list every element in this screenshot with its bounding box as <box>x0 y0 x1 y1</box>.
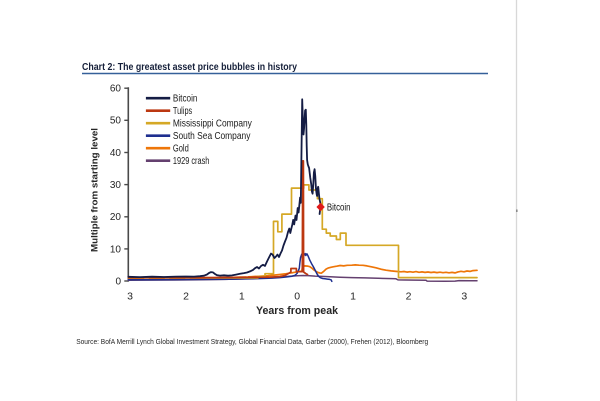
svg-text:3: 3 <box>461 291 467 303</box>
svg-text:40: 40 <box>110 148 122 159</box>
svg-text:50: 50 <box>110 116 122 127</box>
svg-text:20: 20 <box>110 212 122 223</box>
svg-text:Chart 2: The greatest asset pr: Chart 2: The greatest asset price bubble… <box>82 62 297 73</box>
svg-text:2: 2 <box>183 291 189 303</box>
svg-text:2: 2 <box>406 291 412 303</box>
svg-text:Mississippi Company: Mississippi Company <box>173 119 252 130</box>
svg-text:1: 1 <box>239 291 245 303</box>
svg-text:Years from peak: Years from peak <box>256 305 339 317</box>
svg-text:South Sea Company: South Sea Company <box>173 131 251 142</box>
svg-text:10: 10 <box>110 244 122 255</box>
svg-text:Multiple from starting level: Multiple from starting level <box>89 128 100 252</box>
svg-text:60: 60 <box>110 84 122 95</box>
svg-text:3: 3 <box>127 291 133 303</box>
svg-text:0: 0 <box>115 276 121 287</box>
svg-text:1929 crash: 1929 crash <box>173 156 210 167</box>
svg-text:Gold: Gold <box>173 144 189 155</box>
svg-text:Bitcoin: Bitcoin <box>327 202 351 213</box>
svg-text:1: 1 <box>350 291 356 303</box>
svg-text:0: 0 <box>294 291 300 303</box>
svg-text:Tulips: Tulips <box>173 106 192 117</box>
svg-text:Bitcoin: Bitcoin <box>173 94 198 105</box>
svg-text:30: 30 <box>110 180 122 191</box>
svg-text:Source: BofA Merrill Lynch Gl: Source: BofA Merrill Lynch Global Invest… <box>76 339 428 346</box>
